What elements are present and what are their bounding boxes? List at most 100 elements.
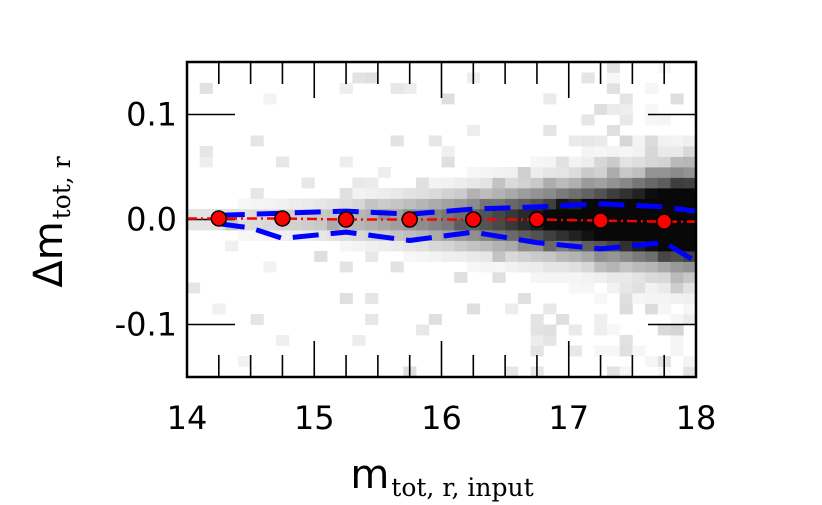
density-cell [492,219,506,231]
density-cell [505,240,519,252]
density-cell [632,261,646,273]
density-cell [365,314,379,325]
density-cell [263,198,277,210]
x-axis-label-main: m [350,452,389,498]
density-cell [339,230,353,241]
density-cell [606,72,621,84]
density-cell [632,156,646,168]
density-cell [492,251,506,262]
density-cell [683,177,697,189]
density-cell [657,135,671,147]
density-cell [187,282,201,294]
density-cell [288,198,302,210]
density-cell [505,167,519,178]
density-cell [619,230,633,241]
density-cell [683,198,697,210]
density-cell [594,177,608,189]
density-cell [428,219,442,231]
density-cell [365,293,379,304]
density-cell [606,188,621,199]
density-cell [670,230,684,241]
density-cell [670,177,684,189]
density-cell [632,345,646,357]
density-cell [517,251,531,262]
density-cell [352,198,366,210]
density-cell [365,72,379,84]
median-line [187,217,696,223]
density-cell [339,83,353,94]
density-cell [250,198,264,210]
density-cell [683,293,697,304]
density-cell [390,240,404,252]
density-cell [581,156,595,168]
density-cell [619,156,633,168]
density-cell [606,146,621,157]
density-cell [543,93,557,105]
density-cell [619,335,633,346]
density-cell [657,293,671,304]
density-cell [250,314,264,325]
density-cell [606,62,621,73]
density-cell [683,261,697,273]
density-cell [428,314,442,325]
density-cell [428,209,442,220]
density-cell [492,167,506,178]
density-cell [479,198,493,210]
density-cell [530,240,544,252]
density-cell [619,272,633,283]
density-cell [645,303,659,315]
density-cell [619,198,633,210]
density-cell [276,156,290,168]
density-cell [657,303,671,315]
density-cell [237,356,252,367]
density-cell [441,251,455,262]
density-cell [530,156,544,168]
density-cell [390,261,404,273]
density-cell [250,230,264,241]
density-cell [250,135,264,147]
density-cell [657,177,671,189]
density-cell [530,272,544,283]
density-cell [670,314,684,325]
density-cell [683,135,697,147]
density-cell [619,135,633,147]
x-axis-label-sub: tot, r, input [391,473,533,502]
density-cell [645,177,659,189]
density-cell [492,177,506,189]
density-cell [581,219,595,231]
density-cell [606,251,621,262]
density-cell [212,303,226,315]
density-cell [390,219,404,231]
density-cell [428,135,442,147]
density-cell [556,251,570,262]
density-cell [606,167,621,178]
density-cell [505,251,519,262]
density-cell [581,198,595,210]
median-point [528,211,546,228]
density-cell [428,177,442,189]
density-cell [530,335,544,346]
density-cell [568,261,582,273]
density-cell [556,156,570,168]
density-cell [632,188,646,199]
density-cell [543,272,557,283]
density-cell [441,219,455,231]
density-cell [505,303,519,315]
density-cell [606,230,621,241]
density-cell [505,177,519,189]
density-cell [556,314,570,325]
density-cell [619,261,633,273]
density-cell [543,324,557,336]
density-cell [683,209,697,220]
density-cell [606,366,621,378]
density-cell [199,146,213,157]
density-cell [670,198,684,210]
density-cell [301,177,315,189]
density-cell [670,146,684,157]
density-cell [683,146,697,157]
density-cell [390,230,404,241]
density-cell [594,230,608,241]
density-cell [568,219,582,231]
density-cell [645,188,659,199]
